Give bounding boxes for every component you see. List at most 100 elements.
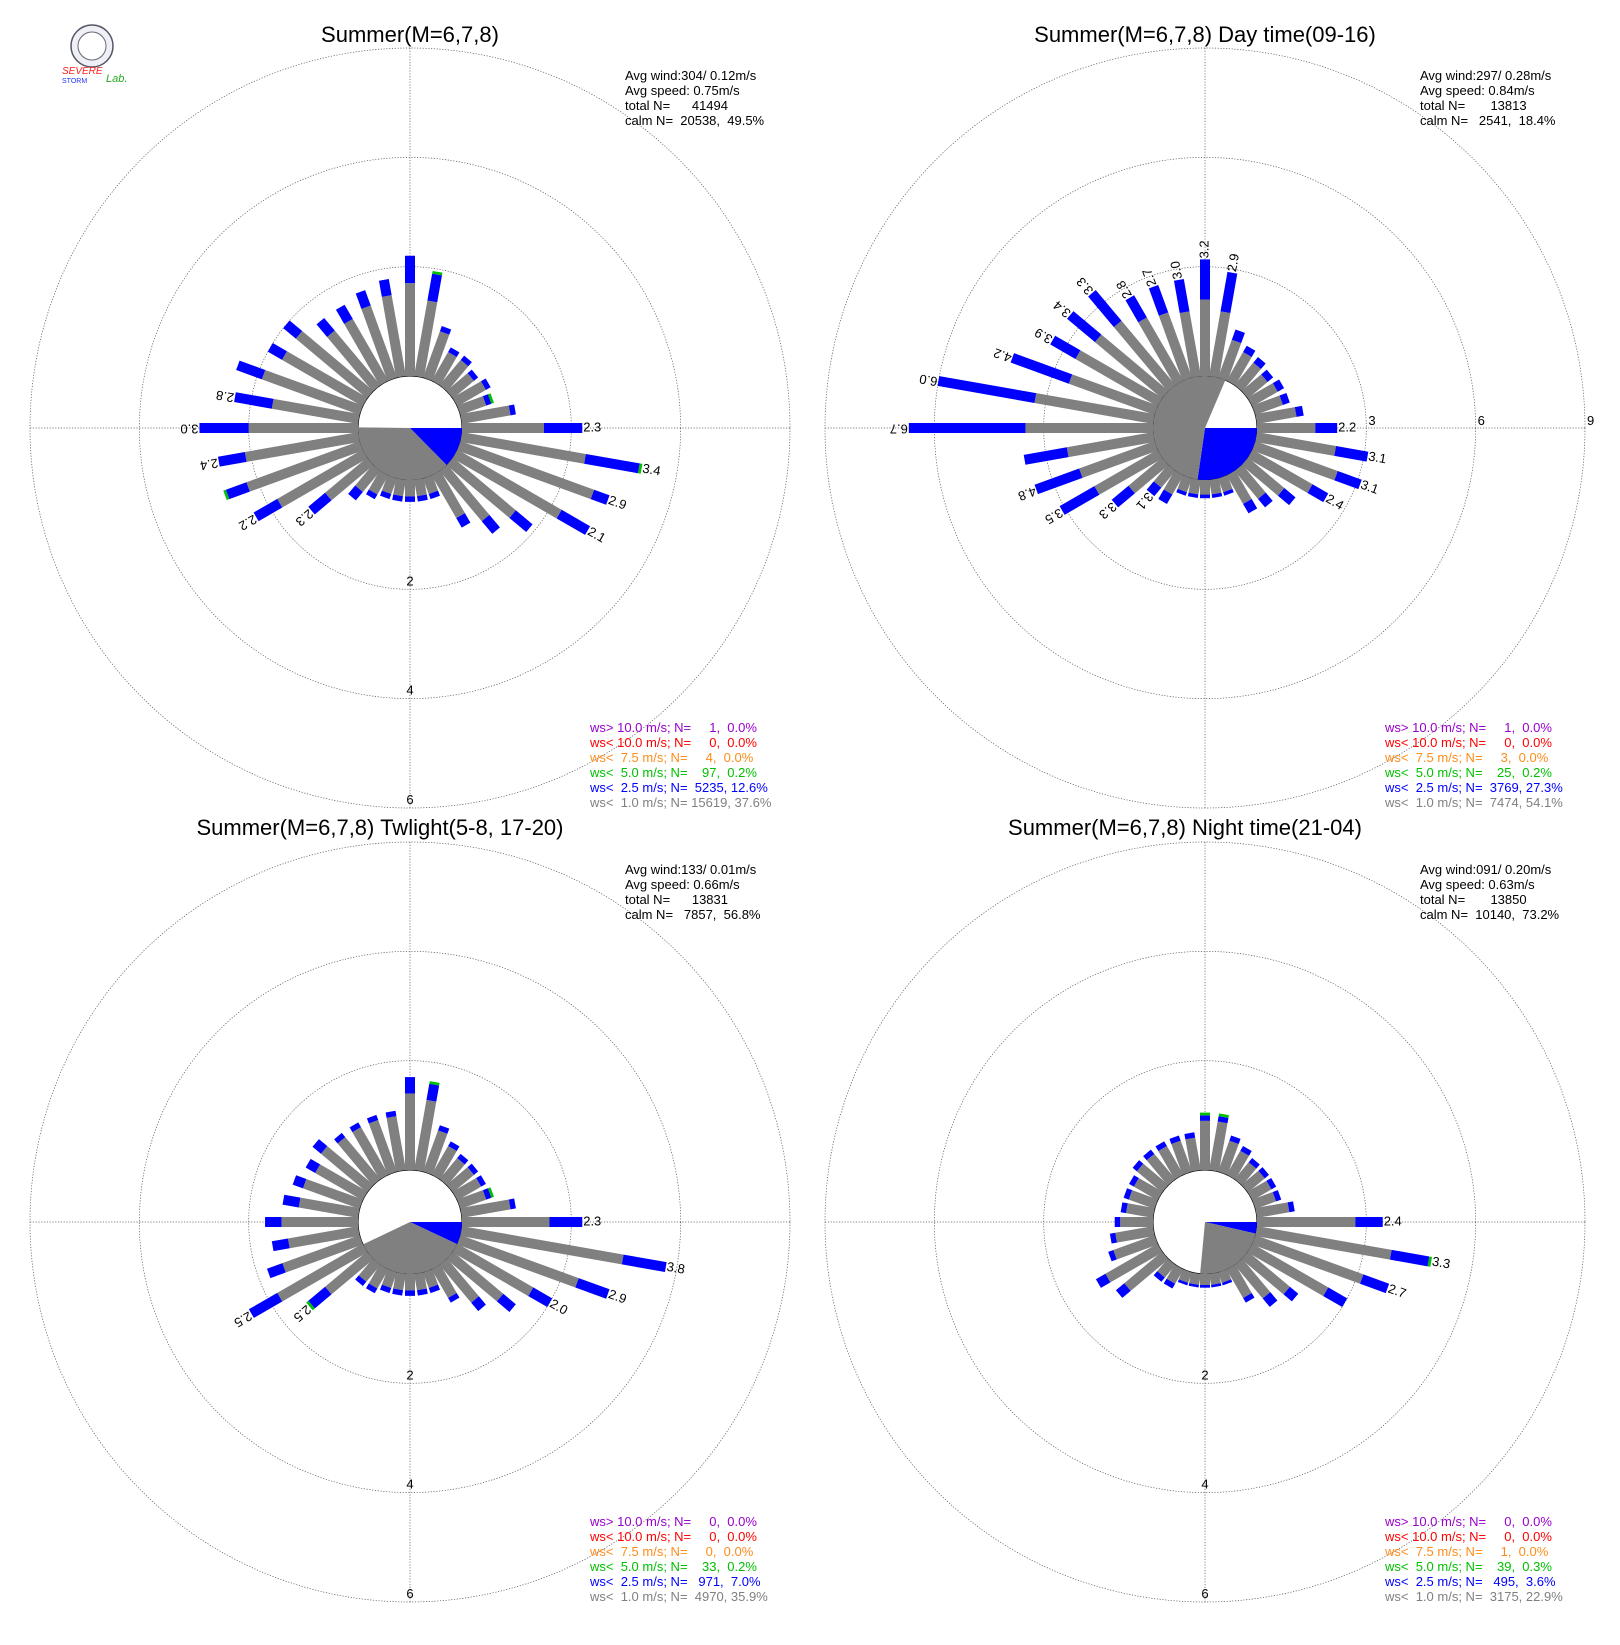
wind-bar-segment xyxy=(1155,1141,1167,1152)
wind-bar-segment xyxy=(1252,441,1338,481)
wind-bar-segment xyxy=(1243,498,1258,514)
legend-entry: ws< 10.0 m/s; N= 0, 0.0% xyxy=(1384,735,1552,750)
wind-bar-segment xyxy=(1113,320,1176,392)
wind-bar-segment xyxy=(439,359,469,392)
wind-bar-segment xyxy=(244,432,360,462)
wind-bar-segment xyxy=(378,279,392,297)
wind-bar-segment xyxy=(281,351,368,407)
stats-line: total N= 13831 xyxy=(625,892,728,907)
wind-bar-segment xyxy=(528,1287,553,1307)
wind-bar-segment xyxy=(405,283,415,376)
ring-label: 3 xyxy=(1368,413,1375,428)
wind-bar-segment xyxy=(1218,339,1242,381)
wind-bar-segment xyxy=(306,1300,315,1311)
bar-value-label: 3.0 xyxy=(1167,260,1185,280)
wind-bar-segment xyxy=(358,1258,381,1282)
wind-bar-segment xyxy=(312,1139,328,1154)
wind-bar-segment xyxy=(414,1272,427,1291)
wind-bar-segment xyxy=(1243,1292,1255,1303)
legend-entry: ws< 5.0 m/s; N= 97, 0.2% xyxy=(589,765,757,780)
wind-bar-segment xyxy=(438,1125,450,1134)
bar-value-label: 3.4 xyxy=(641,461,661,479)
bars xyxy=(199,255,643,535)
wind-bar-segment xyxy=(1277,488,1296,506)
wind-bar-segment xyxy=(482,1188,492,1200)
wind-bar-segment xyxy=(446,373,474,399)
wind-bar-segment xyxy=(315,1164,368,1201)
wind-bar-segment xyxy=(427,273,442,303)
legend-entry: ws> 10.0 m/s; N= 1, 0.0% xyxy=(1384,720,1552,735)
stats-line: Avg speed: 0.84m/s xyxy=(1420,83,1535,98)
wind-bar-segment xyxy=(1184,1132,1196,1140)
wind-bar-segment xyxy=(1334,446,1369,462)
wind-rose-panel: 2462.33.42.92.12.32.22.43.02.8Summer(M=6… xyxy=(29,22,791,810)
stats-line: total N= 41494 xyxy=(625,98,728,113)
wind-bar-segment xyxy=(575,1278,610,1299)
wind-bar-segment xyxy=(1169,1135,1181,1145)
wind-bar-segment xyxy=(380,490,392,500)
wind-bar-segment xyxy=(457,441,595,500)
wind-bar-segment xyxy=(423,1130,448,1175)
wind-bar-segment xyxy=(428,490,440,500)
panel-title: Summer(M=6,7,8) Day time(09-16) xyxy=(1034,22,1376,47)
bar-value-label: 4.8 xyxy=(1016,484,1038,504)
wind-bar-segment xyxy=(1079,441,1158,478)
wind-bar-segment xyxy=(1123,1188,1133,1200)
wind-bar-segment xyxy=(308,492,332,515)
legend-entry: ws< 10.0 m/s; N= 0, 0.0% xyxy=(1384,1529,1552,1544)
wind-bar-segment xyxy=(1059,486,1100,515)
wind-bar-segment xyxy=(1125,295,1147,323)
wind-bar-segment xyxy=(1113,1235,1158,1260)
wind-bar-segment xyxy=(1094,334,1169,399)
wind-bar-segment xyxy=(1143,1149,1155,1161)
calm-pie-slice-blue xyxy=(1205,1222,1257,1234)
wind-bar-segment xyxy=(223,489,230,501)
wind-bar-segment xyxy=(1115,1283,1131,1298)
wind-bar-segment xyxy=(234,392,274,409)
wind-bar-segment xyxy=(1247,1180,1272,1201)
wind-bar-segment xyxy=(1211,492,1223,499)
panels: 2462.33.42.92.12.32.22.43.02.8Summer(M=6… xyxy=(29,22,1594,1604)
wind-bar-segment xyxy=(1226,352,1252,386)
wind-bar-segment xyxy=(1153,1271,1165,1282)
wind-bar-segment xyxy=(405,1093,415,1170)
calm-pie-slice-blue xyxy=(410,428,463,465)
wind-bar-segment xyxy=(1223,488,1234,496)
wind-bar-segment xyxy=(416,1288,428,1296)
wind-bar-segment xyxy=(496,1293,516,1312)
bar-value-label: 2.7 xyxy=(1386,1281,1408,1301)
wind-bar-segment xyxy=(460,405,511,424)
legend-entry: ws< 1.0 m/s; N= 3175, 22.9% xyxy=(1384,1589,1563,1604)
wind-bar-segment xyxy=(1389,1249,1430,1267)
wind-bar-segment xyxy=(1266,1178,1277,1190)
wind-bar-segment xyxy=(392,1288,404,1296)
wind-bar-segment xyxy=(349,1122,361,1133)
wind-bar-segment xyxy=(1211,1283,1222,1288)
wind-bar-segment xyxy=(355,1275,367,1286)
wind-bar-segment xyxy=(1075,350,1163,407)
wind-bar-segment xyxy=(1148,284,1169,316)
wind-bar-segment xyxy=(1255,1202,1290,1218)
wind-bar-segment xyxy=(1166,1264,1184,1284)
wind-bar-segment xyxy=(1066,432,1155,458)
wind-bar-segment xyxy=(1209,1121,1228,1172)
wind-bar-segment xyxy=(1158,489,1173,504)
wind-bar-segment xyxy=(393,478,406,497)
wind-bar-segment xyxy=(1229,1135,1241,1145)
wind-bar-segment xyxy=(448,1292,460,1303)
ring-label: 2 xyxy=(1201,1367,1208,1382)
bar-value-label: 2.3 xyxy=(583,1213,601,1228)
wind-bar-segment xyxy=(352,1127,389,1180)
wind-bar-segment xyxy=(908,423,1026,433)
wind-bar-segment xyxy=(1252,395,1283,415)
wind-bar-segment xyxy=(428,1284,440,1294)
wind-bar-segment xyxy=(1128,457,1169,494)
wind-bar-segment xyxy=(366,489,378,500)
wind-bar-segment xyxy=(1025,423,1153,433)
wind-bar-segment xyxy=(426,1083,440,1102)
wind-bar-segment xyxy=(1252,1192,1277,1209)
stats-line: calm N= 10140, 73.2% xyxy=(1420,907,1560,922)
legend-entry: ws< 5.0 m/s; N= 33, 0.2% xyxy=(589,1559,757,1574)
wind-bar-segment xyxy=(414,1099,437,1172)
